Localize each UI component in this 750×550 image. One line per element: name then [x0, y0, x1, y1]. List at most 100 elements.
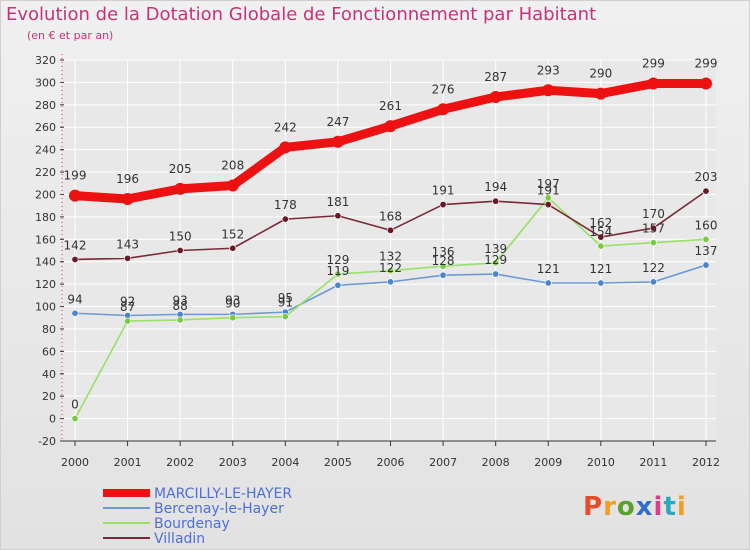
data-point [649, 239, 657, 247]
series-layer [69, 77, 712, 423]
data-point [439, 262, 447, 270]
y-tick-label: 260 [35, 121, 56, 134]
y-tick-label: -20 [38, 435, 56, 448]
y-tick-label: 160 [35, 233, 56, 246]
data-label: 299 [642, 57, 665, 71]
data-label: 157 [642, 222, 665, 236]
data-label: 242 [274, 120, 297, 134]
data-label: 168 [379, 209, 402, 223]
x-tick-label: 2008 [482, 456, 510, 469]
data-label: 287 [484, 70, 507, 84]
x-tick-label: 2009 [534, 456, 562, 469]
data-label: 191 [432, 184, 455, 198]
y-tick-label: 80 [42, 323, 56, 336]
y-tick-label: 120 [35, 278, 56, 291]
y-tick-label: 220 [35, 166, 56, 179]
data-label: 178 [274, 198, 297, 212]
data-point [437, 103, 450, 116]
data-point [174, 182, 187, 195]
data-label: 247 [326, 115, 349, 129]
data-label: 194 [484, 180, 507, 194]
data-label: 0 [71, 398, 79, 412]
data-label: 160 [695, 218, 718, 232]
x-tick-label: 2011 [639, 456, 667, 469]
x-tick-label: 2012 [692, 456, 720, 469]
data-point [124, 254, 132, 262]
y-tick-label: 280 [35, 99, 56, 112]
data-point [229, 244, 237, 252]
x-tick-label: 2003 [219, 456, 247, 469]
data-label: 203 [695, 170, 718, 184]
y-tick-label: 300 [35, 76, 56, 89]
data-label: 129 [484, 253, 507, 267]
x-tick-label: 2004 [271, 456, 299, 469]
data-label: 205 [169, 162, 192, 176]
x-tick-label: 2002 [166, 456, 194, 469]
y-tick-label: 40 [42, 368, 56, 381]
data-point [492, 270, 500, 278]
data-point [649, 224, 657, 232]
legend-label: Bourdenay [154, 516, 230, 532]
proxiti-logo: Proxiti [583, 492, 687, 522]
legend-label: MARCILLY-LE-HAYER [154, 486, 292, 502]
data-label: 119 [326, 264, 349, 278]
data-point [597, 279, 605, 287]
data-point [439, 271, 447, 279]
data-label: 208 [221, 159, 244, 173]
data-label: 93 [225, 293, 240, 307]
x-tick-label: 2010 [587, 456, 615, 469]
data-point [121, 192, 134, 205]
data-label: 94 [67, 292, 82, 306]
y-tick-label: 180 [35, 211, 56, 224]
legend-label: Bercenay-le-Hayer [154, 501, 284, 517]
data-point [229, 314, 237, 322]
data-point [647, 77, 660, 90]
data-point [544, 194, 552, 202]
data-label: 91 [278, 296, 293, 310]
data-point [594, 87, 607, 100]
data-label: 299 [695, 57, 718, 71]
data-point [702, 235, 710, 243]
x-tick-label: 2000 [61, 456, 89, 469]
data-point [279, 141, 292, 154]
data-label: 95 [278, 291, 293, 305]
data-label: 121 [589, 262, 612, 276]
data-label: 92 [120, 294, 135, 308]
y-tick-label: 60 [42, 345, 56, 358]
data-point [176, 247, 184, 255]
data-point [700, 77, 712, 90]
data-label: 170 [642, 207, 665, 221]
data-point [334, 270, 342, 278]
legend-label: Villadin [154, 531, 205, 547]
chart-title: Evolution de la Dotation Globale de Fonc… [6, 4, 597, 25]
data-point [544, 279, 552, 287]
data-point [384, 120, 397, 133]
data-label: 142 [64, 238, 87, 252]
data-point [597, 242, 605, 250]
x-tick-label: 2006 [377, 456, 405, 469]
data-label: 139 [484, 242, 507, 256]
data-label: 154 [589, 225, 612, 239]
data-label: 199 [64, 169, 87, 183]
x-tick-label: 2007 [429, 456, 457, 469]
data-label: 143 [116, 237, 139, 251]
data-label: 150 [169, 230, 192, 244]
legend: MARCILLY-LE-HAYERBercenay-le-HayerBourde… [103, 486, 292, 547]
data-point [597, 233, 605, 241]
data-label: 132 [379, 250, 402, 264]
data-label: 261 [379, 99, 402, 113]
data-label: 129 [326, 253, 349, 267]
data-point [702, 261, 710, 269]
data-label: 162 [589, 216, 612, 230]
data-point [281, 215, 289, 223]
data-point [492, 197, 500, 205]
data-point [71, 255, 79, 263]
data-label: 196 [116, 172, 139, 186]
data-label: 87 [120, 300, 135, 314]
data-point [386, 226, 394, 234]
data-label: 90 [225, 297, 240, 311]
data-label: 191 [537, 184, 560, 198]
data-point [124, 317, 132, 325]
data-point [281, 313, 289, 321]
